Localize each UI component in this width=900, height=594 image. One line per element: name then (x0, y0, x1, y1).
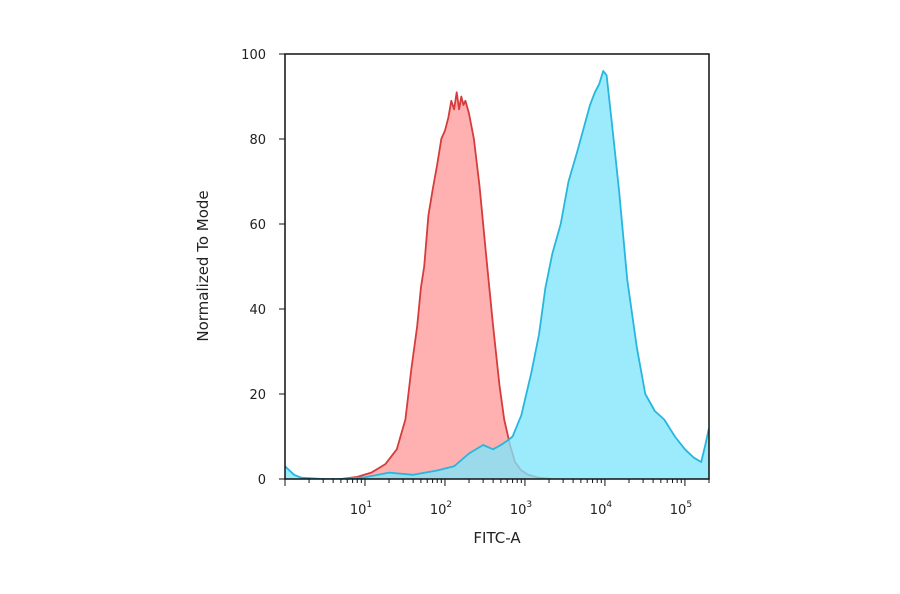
x-tick-label: 101 (350, 500, 372, 518)
y-tick-label: 100 (241, 48, 266, 63)
y-tick-label: 20 (249, 388, 266, 403)
x-tick-label: 104 (590, 500, 613, 518)
y-tick-label: 60 (249, 218, 266, 233)
y-axis-title: Normalized To Mode (194, 190, 212, 341)
x-tick-label: 105 (670, 500, 692, 518)
series-1-area (340, 92, 553, 479)
y-tick-label: 0 (258, 473, 266, 488)
series-2-area (285, 71, 709, 479)
y-tick-label: 40 (249, 303, 266, 318)
y-axis: 0 20 40 60 80 100 (241, 48, 285, 488)
x-tick-label: 103 (510, 500, 532, 518)
plot-frame (284, 53, 710, 480)
x-axis-title: FITC-A (473, 529, 521, 547)
x-axis: 101 102 103 104 105 (284, 479, 710, 518)
y-tick-label: 80 (249, 133, 266, 148)
series-2-line (285, 70, 709, 479)
series-1-line (340, 91, 553, 479)
x-tick-label: 102 (430, 500, 452, 518)
series-layer (285, 70, 709, 479)
